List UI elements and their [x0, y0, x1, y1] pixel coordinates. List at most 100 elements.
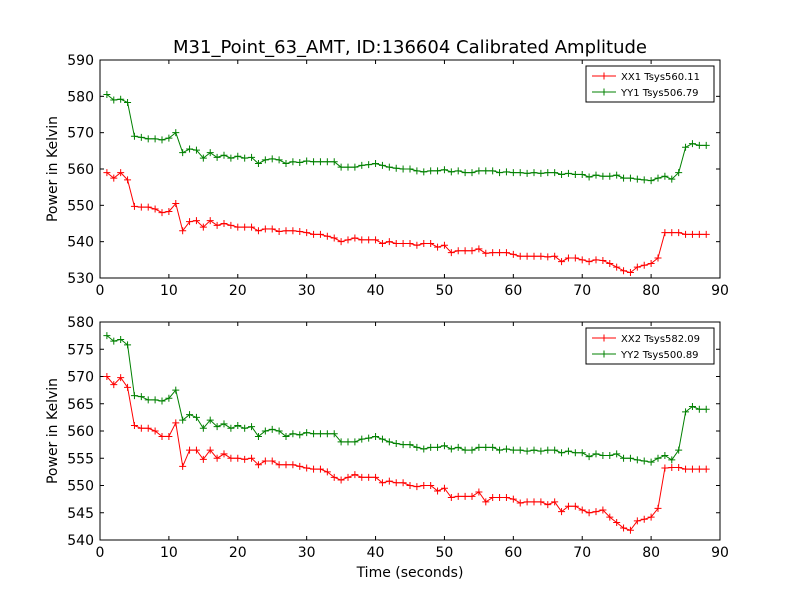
data-point [316, 430, 324, 438]
data-point [344, 438, 352, 446]
data-point [399, 441, 407, 449]
data-point [530, 169, 538, 177]
data-point [640, 176, 648, 184]
data-point [496, 493, 504, 501]
data-point [647, 513, 655, 521]
data-point [399, 239, 407, 247]
series-xx1 [103, 169, 710, 277]
x-tick-label: 0 [96, 283, 105, 299]
data-point [289, 158, 297, 166]
data-point [358, 435, 366, 443]
data-point [695, 141, 703, 149]
data-point [475, 245, 483, 253]
data-point [613, 450, 621, 458]
data-point [130, 392, 138, 400]
data-point [117, 335, 125, 343]
data-point [282, 227, 290, 235]
data-point [213, 423, 221, 431]
x-tick-label: 70 [573, 283, 591, 299]
data-point [372, 473, 380, 481]
data-point [447, 493, 455, 501]
data-point [427, 482, 435, 489]
data-point [489, 249, 497, 257]
data-point [392, 440, 400, 448]
data-point [626, 174, 634, 182]
data-point [626, 526, 634, 534]
legend-label: YY1 Tsys506.79 [620, 88, 699, 99]
data-point [158, 136, 166, 144]
data-point [688, 230, 696, 238]
data-point [640, 515, 648, 523]
data-point [254, 160, 262, 168]
data-point [661, 172, 669, 180]
data-point [668, 456, 676, 464]
data-point [130, 132, 138, 140]
data-point [220, 420, 228, 428]
x-tick-label: 70 [573, 545, 591, 561]
data-point [406, 482, 414, 489]
data-point [248, 223, 256, 231]
data-point [640, 457, 648, 465]
data-point [337, 238, 345, 246]
data-point [564, 254, 572, 262]
data-point [420, 239, 428, 247]
y-tick-label: 530 [67, 271, 94, 287]
data-point [130, 422, 138, 430]
data-point [454, 247, 462, 255]
legend-marker [600, 88, 608, 96]
data-point [275, 156, 283, 164]
data-point [110, 381, 118, 389]
data-point [502, 493, 510, 501]
data-point [268, 225, 276, 233]
data-point [137, 133, 145, 141]
data-point [516, 446, 524, 454]
data-point [323, 468, 331, 476]
data-point [234, 223, 242, 231]
data-point [241, 455, 249, 463]
data-point [427, 239, 435, 247]
x-tick-label: 60 [504, 283, 522, 299]
data-point [564, 169, 572, 177]
data-point [165, 134, 173, 142]
data-point [585, 258, 593, 266]
data-point [537, 447, 545, 455]
data-point [310, 230, 318, 238]
data-point [551, 446, 559, 454]
figure-title: M31_Point_63_AMT, ID:136604 Calibrated A… [173, 37, 647, 58]
data-point [496, 169, 504, 177]
data-point [234, 152, 242, 160]
data-point [695, 465, 703, 473]
data-point [633, 517, 641, 525]
data-point [358, 473, 366, 481]
data-point [323, 232, 331, 240]
data-point [647, 259, 655, 267]
data-point [206, 149, 214, 157]
data-point [158, 397, 166, 405]
data-point [420, 445, 428, 453]
data-point [316, 158, 324, 166]
data-point [378, 239, 386, 247]
data-point [261, 225, 269, 233]
data-point [254, 432, 262, 440]
data-point [254, 227, 262, 235]
x-tick-label: 0 [96, 545, 105, 561]
data-point [399, 165, 407, 173]
data-point [296, 227, 304, 235]
y-tick-label: 540 [67, 533, 94, 549]
data-point [489, 493, 497, 501]
data-point [158, 432, 166, 440]
data-point [330, 430, 338, 438]
data-point [626, 454, 634, 462]
data-point [206, 217, 214, 225]
data-point [523, 498, 531, 506]
data-point [516, 169, 524, 177]
x-tick-label: 50 [436, 545, 454, 561]
data-point [702, 141, 710, 149]
data-point [482, 443, 490, 451]
y-tick-label: 550 [67, 198, 94, 214]
data-point [234, 454, 242, 462]
data-point [682, 465, 690, 473]
data-point [702, 405, 710, 413]
data-point [613, 171, 621, 179]
legend-label: XX2 Tsys582.09 [621, 334, 700, 345]
